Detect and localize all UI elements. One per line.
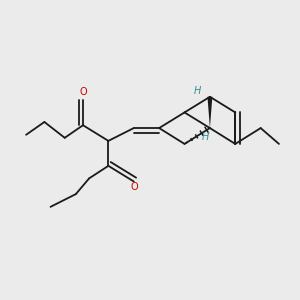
Polygon shape bbox=[195, 134, 199, 139]
Text: H: H bbox=[193, 86, 201, 96]
Polygon shape bbox=[185, 142, 188, 144]
Text: O: O bbox=[131, 182, 139, 193]
Text: O: O bbox=[79, 87, 87, 97]
Polygon shape bbox=[208, 97, 212, 128]
Text: H: H bbox=[202, 132, 209, 142]
Polygon shape bbox=[204, 126, 209, 134]
Polygon shape bbox=[190, 138, 193, 141]
Polygon shape bbox=[200, 130, 204, 136]
